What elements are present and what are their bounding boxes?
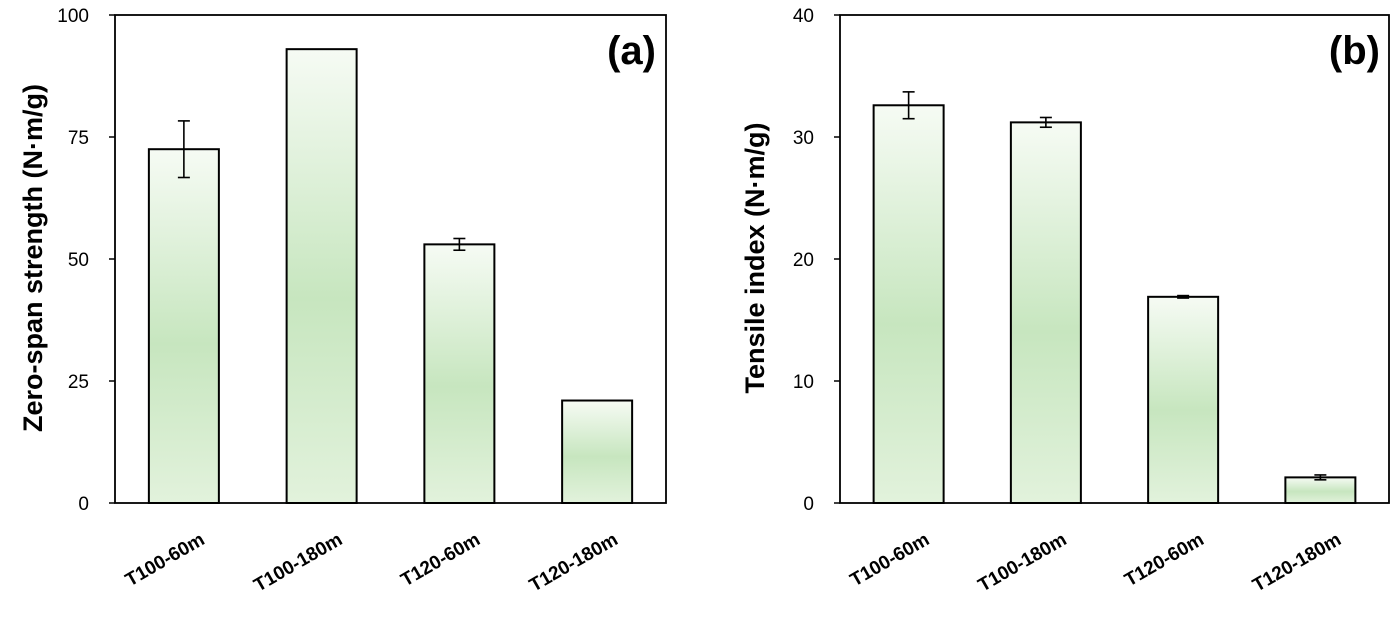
error-bar-a-1 bbox=[177, 120, 190, 179]
bar-a-3 bbox=[423, 243, 496, 505]
error-bar-b-4 bbox=[1314, 474, 1327, 481]
bar-a-2 bbox=[285, 48, 358, 504]
bar-a-4 bbox=[561, 399, 634, 504]
bar-b-1 bbox=[872, 104, 945, 504]
x-tick-label-b-2: T100-180m bbox=[975, 529, 1071, 596]
y-tick-label-a-4: 75 bbox=[68, 128, 89, 149]
y-tick-label-b-5: 40 bbox=[793, 6, 814, 27]
x-tick-label-a-1: T100-60m bbox=[122, 529, 208, 591]
error-bar-b-3 bbox=[1177, 294, 1190, 299]
y-tick-label-b-2: 10 bbox=[793, 372, 814, 393]
y-tick-label-a-1: 0 bbox=[78, 494, 89, 515]
bar-b-4 bbox=[1284, 476, 1357, 505]
error-bar-b-1 bbox=[902, 91, 915, 120]
x-tick-label-b-3: T120-60m bbox=[1121, 529, 1207, 591]
y-tick-label-a-5: 100 bbox=[57, 6, 89, 27]
panel-label-a: (a) bbox=[607, 29, 656, 73]
plot-area-a: T100-60m T100-180m T120-60m T120-180m 0 25 50 7… bbox=[57, 6, 667, 596]
panel-label-b: (b) bbox=[1329, 29, 1380, 73]
y-axis-title-b: Tensile index (N·m/g) bbox=[740, 122, 770, 393]
x-tick-label-a-3: T120-60m bbox=[397, 529, 483, 591]
bar-b-3 bbox=[1147, 295, 1220, 504]
error-bar-a-3 bbox=[453, 237, 466, 252]
y-tick-label-a-3: 50 bbox=[68, 250, 89, 271]
plot-frame-b bbox=[839, 14, 1390, 504]
chart-panel-b: T100-60m T100-180m T120-60m T120-180m 0 10 20 3… bbox=[740, 6, 1390, 596]
x-tick-label-a-2: T100-180m bbox=[251, 529, 347, 596]
plot-area-b: T100-60m T100-180m T120-60m T120-180m 0 10 20 3… bbox=[793, 6, 1390, 596]
bar-b-2 bbox=[1009, 121, 1082, 505]
bar-a-1 bbox=[147, 148, 220, 504]
error-bar-b-2 bbox=[1039, 116, 1052, 129]
x-tick-label-a-4: T120-180m bbox=[526, 529, 622, 596]
y-tick-label-b-1: 0 bbox=[803, 494, 814, 515]
y-tick-label-b-3: 20 bbox=[793, 250, 814, 271]
y-axis-title-a: Zero-span strength (N·m/g) bbox=[18, 84, 48, 432]
chart-panel-a: T100-60m T100-180m T120-60m T120-180m 0 25 50 7… bbox=[18, 6, 667, 596]
y-tick-label-a-2: 25 bbox=[68, 372, 89, 393]
x-tick-label-b-1: T100-60m bbox=[847, 529, 933, 591]
plot-frame-a bbox=[114, 14, 667, 504]
x-tick-label-b-4: T120-180m bbox=[1249, 529, 1345, 596]
y-tick-label-b-4: 30 bbox=[793, 128, 814, 149]
